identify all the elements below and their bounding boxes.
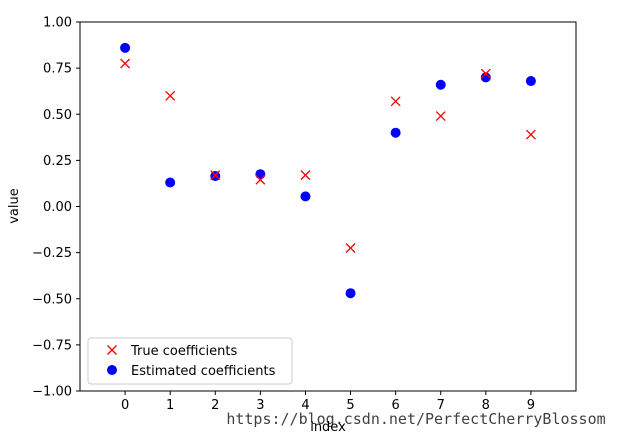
x-tick-label: 3 [256, 398, 264, 413]
true-coefficient-point [390, 96, 401, 107]
legend: True coefficients Estimated coefficients [87, 337, 293, 385]
plot-frame [79, 21, 577, 392]
y-tick-label: 0.00 [43, 200, 72, 215]
y-tick-label: 0.50 [43, 108, 72, 123]
estimated-coefficient-point [345, 288, 356, 299]
legend-marker-estimated [107, 365, 117, 375]
x-axis: 0 1 2 3 4 5 6 7 8 9 [121, 391, 535, 413]
series-layer [120, 42, 536, 299]
x-tick-label: 8 [482, 398, 490, 413]
estimated-coefficient-point [120, 42, 131, 53]
true-coefficient-point [255, 174, 266, 185]
legend-x-marker [107, 345, 117, 355]
estimated-coefficient-point [525, 76, 536, 87]
legend-circle-marker [107, 365, 117, 375]
y-axis: 1.00 0.75 0.50 0.25 0.00 −0.25 −0.50 −0.75 −1.00 [32, 16, 80, 400]
x-tick-label: 1 [166, 398, 174, 413]
true-coefficient-point [345, 243, 356, 253]
x-tick-label: 6 [391, 398, 399, 413]
x-tick-label: 7 [437, 398, 445, 413]
estimated-coefficient-point [390, 127, 401, 138]
true-coefficient-point [480, 68, 491, 79]
x-tick-label: 0 [121, 398, 129, 413]
estimated-coefficient-point [480, 72, 491, 83]
x-tick-label: 5 [346, 398, 354, 413]
y-tick-label: 1.00 [43, 16, 72, 31]
legend-box [87, 337, 293, 385]
y-tick-label: 0.75 [43, 62, 72, 77]
x-tick-label: 4 [301, 398, 309, 413]
estimated-coefficient-point [210, 171, 221, 182]
estimated-coefficient-point [435, 79, 446, 90]
true-coefficient-point [120, 58, 131, 69]
y-tick-label: 0.25 [43, 154, 72, 169]
true-coefficient-point [165, 90, 176, 101]
true-coefficient-point [525, 129, 536, 140]
watermark-text: https://blog.csdn.net/PerfectCherryBloss… [226, 410, 605, 428]
y-tick-label: −0.25 [32, 246, 72, 261]
legend-marker-true [107, 345, 117, 355]
x-axis-label: index [310, 420, 346, 435]
y-tick-label: −0.50 [32, 292, 72, 307]
legend-label-true: True coefficients [130, 344, 238, 359]
estimated-coefficient-point [165, 177, 176, 188]
y-tick-label: −0.75 [32, 338, 72, 353]
true-coefficient-point [435, 111, 446, 122]
legend-label-estimated: Estimated coefficients [131, 364, 276, 379]
y-axis-label: value [7, 188, 22, 224]
x-tick-label: 2 [211, 398, 219, 413]
x-tick-label: 9 [527, 398, 535, 413]
estimated-coefficient-point [300, 191, 311, 202]
estimated-coefficient-point [255, 169, 266, 180]
true-coefficient-point [300, 170, 311, 181]
true-coefficient-point [210, 170, 221, 181]
y-tick-label: −1.00 [32, 385, 72, 400]
